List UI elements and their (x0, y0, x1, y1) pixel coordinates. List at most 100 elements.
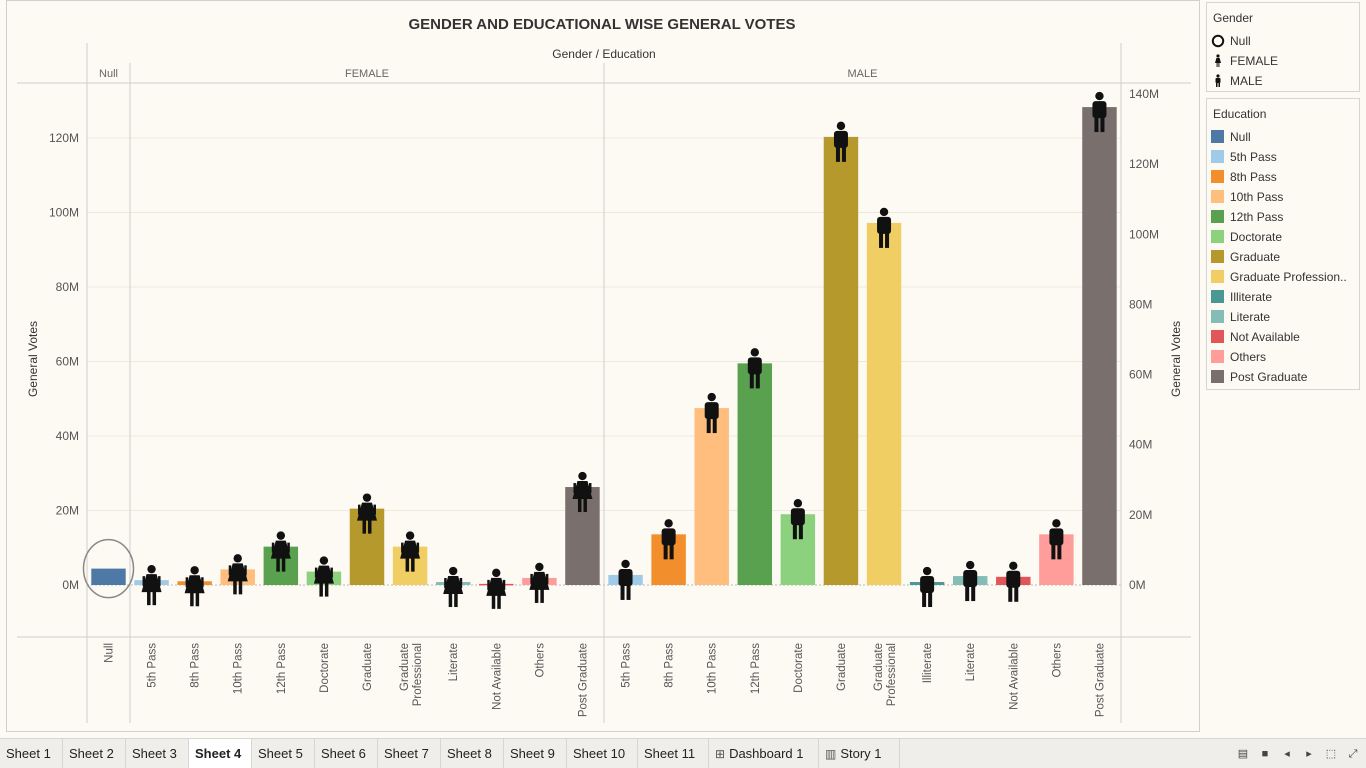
bar-null-null[interactable] (91, 568, 126, 585)
gender-legend-item-null[interactable]: Null (1207, 31, 1359, 51)
education-legend-item[interactable]: 12th Pass (1207, 207, 1359, 227)
story-icon: ▥ (825, 747, 837, 761)
education-legend-label: Graduate (1230, 250, 1281, 264)
legend-swatch (1211, 130, 1224, 143)
category-label: Literate (448, 643, 460, 681)
pane-label-null: Null (99, 68, 118, 80)
bar-male-doctorate[interactable] (780, 514, 816, 585)
male-icon (1210, 71, 1226, 91)
category-label: Post Graduate (577, 643, 589, 717)
education-legend-item[interactable]: Null (1207, 127, 1359, 147)
gender-legend-item-female[interactable]: FEMALE (1207, 51, 1359, 71)
bar-female-graduate[interactable] (349, 508, 385, 585)
fit-screen-icon[interactable]: ⬚ (1325, 748, 1337, 760)
female-marker (270, 531, 291, 572)
tab-sheet-6[interactable]: Sheet 6 (315, 739, 378, 768)
tab-sheet-10[interactable]: Sheet 10 (567, 739, 638, 768)
education-legend-item[interactable]: Not Available (1207, 327, 1359, 347)
education-legend-item[interactable]: Others (1207, 347, 1359, 367)
null-marker (82, 538, 135, 599)
tab-sheet-2[interactable]: Sheet 2 (63, 739, 126, 768)
tab-sheet-8[interactable]: Sheet 8 (441, 739, 504, 768)
education-legend-label: Others (1230, 350, 1267, 364)
category-label: 12th Pass (276, 643, 288, 694)
fullscreen-icon[interactable]: ⤢ (1348, 748, 1358, 760)
left-tick-label: 60M (56, 355, 79, 369)
education-legend-item[interactable]: 10th Pass (1207, 187, 1359, 207)
show-filmstrip-icon[interactable]: ▤ (1237, 748, 1249, 760)
tab-label: Sheet 8 (447, 746, 492, 761)
show-tabs-icon[interactable]: ■ (1261, 748, 1269, 760)
legend-swatch (1211, 170, 1224, 183)
bar-male-10th-pass[interactable] (694, 408, 729, 585)
gender-legend-item-male[interactable]: MALE (1207, 71, 1359, 91)
education-legend-item[interactable]: Graduate (1207, 247, 1359, 267)
tab-sheet-1[interactable]: Sheet 1 (0, 739, 63, 768)
bar-chart: GENDER AND EDUCATIONAL WISE GENERAL VOTE… (17, 16, 1191, 723)
tab-sheet-11[interactable]: Sheet 11 (638, 739, 709, 768)
female-marker (227, 554, 248, 595)
tab-label: Sheet 6 (321, 746, 366, 761)
male-marker (877, 207, 892, 248)
category-label: Others (534, 643, 546, 678)
tab-story-1[interactable]: ▥ Story 1 (819, 739, 900, 768)
tab-label: Sheet 5 (258, 746, 303, 761)
male-marker (1006, 561, 1021, 602)
bar-male-graduate-professional[interactable] (866, 222, 902, 585)
chart-title: GENDER AND EDUCATIONAL WISE GENERAL VOTE… (409, 16, 796, 33)
education-legend-item[interactable]: 8th Pass (1207, 167, 1359, 187)
legend-swatch (1211, 190, 1224, 203)
chart-view: GENDER AND EDUCATIONAL WISE GENERAL VOTE… (6, 0, 1200, 732)
left-tick-label: 100M (49, 206, 79, 220)
education-legend-label: Not Available (1230, 330, 1300, 344)
bar-male-post-graduate[interactable] (1082, 107, 1117, 586)
female-marker (572, 471, 593, 513)
education-legend-label: Graduate Profession.. (1230, 270, 1347, 284)
education-legend-item[interactable]: Literate (1207, 307, 1359, 327)
education-legend-item[interactable]: Graduate Profession.. (1207, 267, 1359, 287)
male-marker (661, 519, 676, 560)
category-label: 5th Pass (147, 643, 159, 688)
tab-sheet-5[interactable]: Sheet 5 (252, 739, 315, 768)
bar-female-post-graduate[interactable] (565, 487, 600, 585)
education-legend-label: 12th Pass (1230, 210, 1284, 224)
tab-dashboard-1[interactable]: ⊞ Dashboard 1 (709, 739, 819, 768)
education-legend-item[interactable]: Doctorate (1207, 227, 1359, 247)
male-marker (704, 392, 719, 434)
right-tick-label: 100M (1129, 227, 1159, 241)
education-legend-item[interactable]: Illiterate (1207, 287, 1359, 307)
next-sheet-icon[interactable]: ▸ (1306, 748, 1312, 760)
female-marker (443, 566, 464, 608)
education-legend-item[interactable]: 5th Pass (1207, 147, 1359, 167)
previous-sheet-icon[interactable]: ◂ (1284, 748, 1290, 760)
education-legend-label: Null (1230, 130, 1251, 144)
education-legend-label: 10th Pass (1230, 190, 1284, 204)
bar-male-graduate[interactable] (823, 136, 859, 585)
right-tick-label: 120M (1129, 157, 1159, 171)
gender-legend-title: Gender (1213, 11, 1254, 25)
left-tick-label: 80M (56, 280, 79, 294)
legend-swatch (1211, 310, 1224, 323)
tab-label: Sheet 7 (384, 746, 429, 761)
legend-swatch (1211, 330, 1224, 343)
bar-male-12th-pass[interactable] (737, 363, 773, 585)
category-label: Others (1051, 643, 1063, 678)
category-label: 5th Pass (621, 643, 633, 688)
tab-sheet-4[interactable]: Sheet 4 (189, 739, 252, 768)
male-marker (790, 499, 805, 540)
female-marker (313, 556, 334, 597)
education-legend-item[interactable]: Post Graduate (1207, 367, 1359, 387)
female-marker (400, 531, 421, 572)
tab-label: Sheet 1 (6, 746, 51, 761)
education-legend-title: Education (1213, 107, 1267, 121)
category-label: 12th Pass (750, 643, 762, 694)
male-marker (833, 121, 848, 162)
female-marker (357, 493, 377, 534)
tab-sheet-9[interactable]: Sheet 9 (504, 739, 567, 768)
tab-sheet-3[interactable]: Sheet 3 (126, 739, 189, 768)
tab-label: Story 1 (840, 746, 882, 761)
tab-label: Sheet 3 (132, 746, 177, 761)
tab-sheet-7[interactable]: Sheet 7 (378, 739, 441, 768)
dashboard-icon: ⊞ (715, 747, 726, 761)
